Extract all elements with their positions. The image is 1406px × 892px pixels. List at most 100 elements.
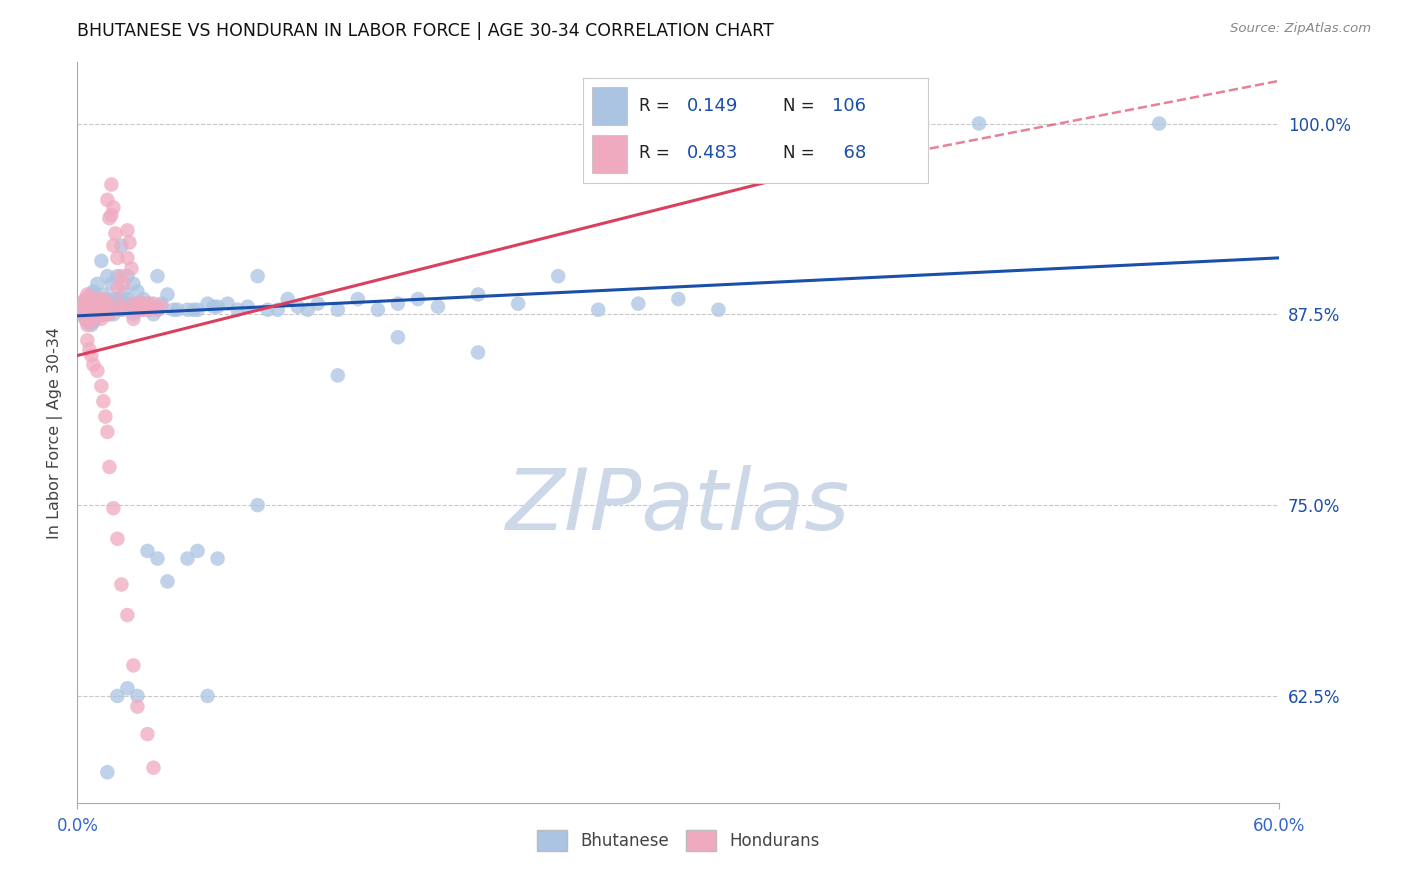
Text: BHUTANESE VS HONDURAN IN LABOR FORCE | AGE 30-34 CORRELATION CHART: BHUTANESE VS HONDURAN IN LABOR FORCE | A… (77, 22, 775, 40)
Point (103, 201, 125, 215)
Point (96, 193, 118, 207)
Text: R =: R = (638, 145, 669, 162)
Point (467, 287, 489, 301)
Point (142, 296, 165, 310)
Point (93, 307, 115, 321)
Point (112, 277, 135, 291)
Point (89, 302, 111, 317)
Point (197, 689, 219, 703)
Point (90, 296, 112, 310)
Point (387, 330, 409, 344)
Point (107, 292, 129, 306)
Text: N =: N = (783, 97, 815, 115)
Point (122, 277, 145, 291)
Point (110, 238, 132, 252)
Point (96, 296, 118, 310)
Point (80, 302, 103, 317)
Point (75, 302, 97, 317)
Point (79, 307, 101, 321)
Point (166, 302, 188, 317)
Point (80, 287, 103, 301)
Point (150, 296, 173, 310)
Point (122, 312, 145, 326)
Y-axis label: In Labor Force | Age 30-34: In Labor Force | Age 30-34 (48, 326, 63, 539)
Point (122, 296, 145, 310)
Point (75, 292, 97, 306)
Point (96, 292, 118, 306)
Point (86, 364, 108, 378)
Point (86, 296, 108, 310)
Point (146, 302, 169, 317)
Point (76, 296, 98, 310)
Point (132, 292, 155, 306)
Point (297, 302, 319, 317)
Point (246, 269, 269, 284)
Point (96, 765, 118, 780)
Point (707, 302, 730, 317)
Point (367, 302, 389, 317)
Point (131, 296, 153, 310)
Point (183, 302, 205, 317)
Point (86, 307, 108, 321)
Point (131, 302, 153, 317)
Point (107, 281, 129, 295)
Point (86, 307, 108, 321)
Point (93, 307, 115, 321)
Point (127, 296, 149, 310)
Point (127, 699, 149, 714)
Point (588, 302, 610, 317)
Point (93, 292, 115, 306)
Point (107, 269, 129, 284)
Point (1149, 116, 1171, 130)
Point (72, 307, 94, 321)
Point (138, 296, 160, 310)
Point (132, 296, 155, 310)
Point (84, 300, 107, 314)
Point (307, 296, 329, 310)
Point (467, 345, 489, 359)
FancyBboxPatch shape (592, 87, 627, 125)
Point (136, 296, 159, 310)
Point (186, 302, 209, 317)
Point (176, 302, 198, 317)
Point (132, 302, 155, 317)
Point (103, 292, 125, 306)
Text: 0.483: 0.483 (688, 145, 738, 162)
Point (79, 292, 101, 306)
Point (256, 302, 278, 317)
Point (207, 551, 229, 566)
Point (122, 658, 145, 673)
Point (118, 235, 141, 250)
Point (80, 307, 103, 321)
Point (136, 544, 159, 558)
Point (162, 302, 184, 317)
Point (76, 307, 98, 321)
Point (508, 296, 530, 310)
Point (146, 551, 169, 566)
Point (108, 300, 131, 314)
Point (79, 296, 101, 310)
Point (72, 296, 94, 310)
Point (104, 300, 127, 314)
Point (86, 292, 108, 306)
Point (104, 227, 127, 241)
Point (76, 333, 98, 347)
Point (127, 285, 149, 299)
Point (75, 312, 97, 326)
Point (186, 544, 209, 558)
Point (131, 302, 153, 317)
Point (70, 300, 93, 314)
Point (94, 302, 117, 317)
Point (103, 238, 125, 252)
Point (82, 307, 104, 321)
Point (236, 300, 259, 314)
Point (117, 681, 139, 696)
Point (110, 269, 132, 284)
Point (122, 307, 145, 321)
Point (138, 302, 160, 317)
Point (82, 315, 104, 329)
Point (90, 312, 112, 326)
Point (82, 296, 104, 310)
Point (93, 287, 115, 301)
Point (156, 287, 179, 301)
